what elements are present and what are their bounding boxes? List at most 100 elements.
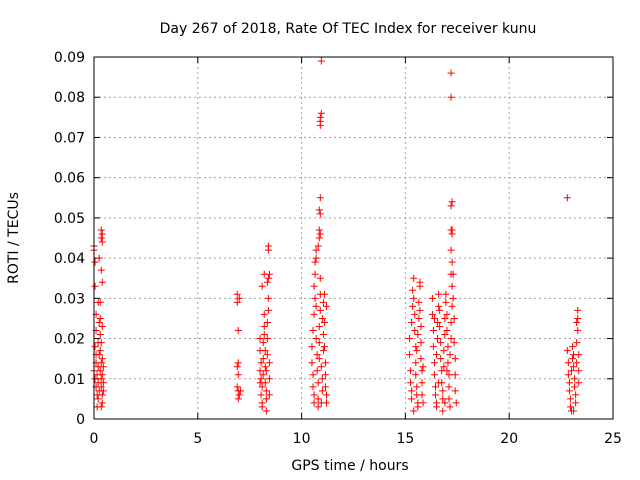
data-point (312, 246, 320, 254)
data-point (234, 359, 242, 367)
data-point (433, 403, 441, 411)
data-point (98, 391, 106, 399)
data-point (315, 234, 323, 242)
data-point (451, 355, 459, 363)
data-point (309, 327, 317, 335)
data-point (264, 306, 272, 314)
data-point (262, 387, 270, 395)
data-point (430, 371, 438, 379)
data-point (310, 399, 318, 407)
data-point (315, 226, 323, 234)
data-point (575, 379, 583, 387)
data-point (406, 335, 414, 343)
data-point (317, 109, 325, 117)
data-point (257, 375, 265, 383)
data-point (449, 294, 457, 302)
data-point (256, 335, 264, 343)
data-point (417, 322, 425, 330)
data-point (315, 322, 323, 330)
data-point (97, 266, 105, 274)
data-point (448, 198, 456, 206)
data-point (317, 363, 325, 371)
data-point (96, 367, 104, 375)
data-point (572, 391, 580, 399)
data-point (317, 57, 325, 65)
data-point (445, 383, 453, 391)
tick-labels: 0 0.01 0.02 0.03 0.04 0.05 0.06 0.07 0.08 0.09 0 5 1… (54, 50, 622, 447)
data-point (573, 318, 581, 326)
data-point (412, 371, 420, 379)
data-point (235, 391, 243, 399)
data-point (411, 327, 419, 335)
data-point (575, 351, 583, 359)
y-tick-label: 0.03 (54, 291, 85, 307)
data-point (567, 367, 575, 375)
data-point (566, 395, 574, 403)
data-point (417, 339, 425, 347)
data-point (308, 359, 316, 367)
data-point (408, 387, 416, 395)
data-point (436, 306, 444, 314)
data-point (409, 302, 417, 310)
data-point (91, 258, 99, 266)
data-point (316, 230, 324, 238)
data-point (410, 274, 418, 282)
data-point (257, 359, 265, 367)
data-point (311, 270, 319, 278)
data-point (419, 363, 427, 371)
data-point (316, 194, 324, 202)
data-point (260, 331, 268, 339)
data-point (317, 399, 325, 407)
data-point (563, 347, 571, 355)
data-point (442, 298, 450, 306)
data-point (451, 371, 459, 379)
data-point (418, 391, 426, 399)
data-point (437, 339, 445, 347)
data-point (573, 339, 581, 347)
data-point (98, 399, 106, 407)
data-point (263, 335, 271, 343)
data-point (441, 314, 449, 322)
data-point (91, 282, 99, 290)
data-point (315, 206, 323, 214)
data-point (319, 347, 327, 355)
data-point (448, 282, 456, 290)
data-point (429, 327, 437, 335)
data-point (414, 331, 422, 339)
data-point (439, 407, 447, 415)
data-point (98, 322, 106, 330)
data-point (443, 367, 451, 375)
data-point (312, 254, 320, 262)
data-point (96, 314, 104, 322)
data-point (313, 367, 321, 375)
data-point (263, 318, 271, 326)
data-point (316, 113, 324, 121)
data-point (96, 331, 104, 339)
data-point (444, 343, 452, 351)
data-point (321, 371, 329, 379)
data-point (437, 355, 445, 363)
data-point (265, 359, 273, 367)
data-point (91, 375, 99, 383)
data-point (314, 242, 322, 250)
axis-ticks (93, 56, 614, 420)
data-point (565, 387, 573, 395)
data-point (95, 387, 103, 395)
data-point (95, 318, 103, 326)
data-point (312, 302, 320, 310)
data-point (264, 274, 272, 282)
data-point (571, 383, 579, 391)
data-point (318, 375, 326, 383)
data-point (442, 290, 450, 298)
data-point (265, 391, 273, 399)
y-tick-label: 0.01 (54, 372, 85, 388)
data-point (318, 314, 326, 322)
data-point (434, 335, 442, 343)
data-point (440, 363, 448, 371)
data-point (564, 359, 572, 367)
data-point (319, 298, 327, 306)
plot-area-frame (93, 56, 614, 420)
data-point (260, 310, 268, 318)
data-point (234, 395, 242, 403)
data-point (308, 343, 316, 351)
